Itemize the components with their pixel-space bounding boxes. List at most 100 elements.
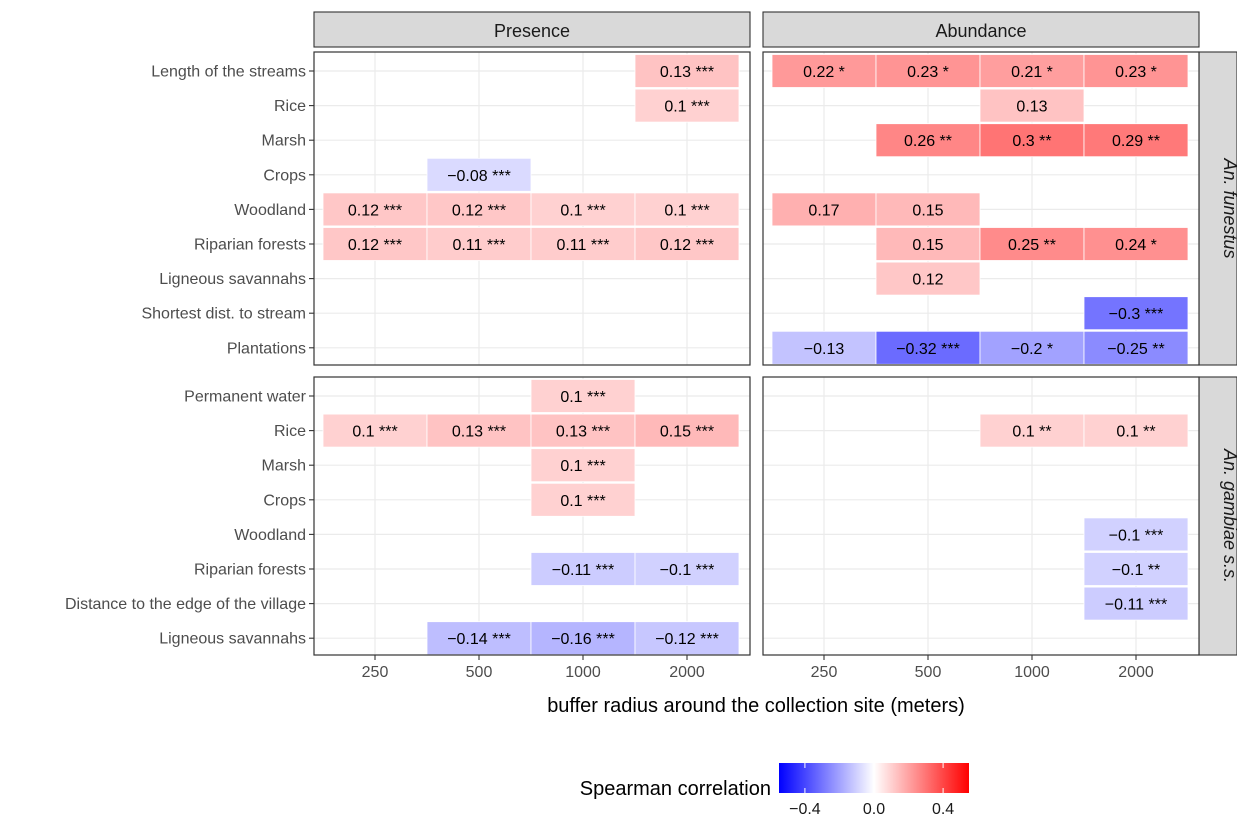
cell-value-label: −0.14 *** — [447, 631, 511, 648]
row-label-length-of-the-streams: Length of the streams — [151, 64, 306, 81]
cell-value-label: −0.3 *** — [1109, 306, 1164, 323]
cell-value-label: 0.12 *** — [348, 202, 402, 219]
row-label-marsh: Marsh — [262, 458, 306, 475]
row-strip-an-funestus — [1198, 51, 1237, 366]
cell-value-label: 0.12 *** — [348, 237, 402, 254]
heatmap-cell — [426, 413, 532, 448]
heatmap-cell — [1083, 296, 1189, 331]
heatmap-cell — [634, 621, 740, 656]
cell-value-label: −0.1 *** — [660, 562, 715, 579]
heatmap-cell — [530, 192, 636, 227]
legend-title: Spearman correlation — [580, 778, 771, 800]
heatmap-cell — [1083, 552, 1189, 586]
heatmap-cell — [530, 482, 636, 517]
cell-value-label: 0.25 ** — [1008, 237, 1056, 254]
cell-value-label: 0.1 ** — [1116, 424, 1155, 441]
panel-an-funestus-abundance: 0.22 * 0.23 * 0.21 * 0.23 * 0.13 0.26 ** 0.3 *… — [762, 51, 1200, 366]
row-strip-label: An. funestus — [1220, 157, 1237, 258]
row-label-rice: Rice — [274, 98, 306, 115]
cell-value-label: −0.16 *** — [551, 631, 615, 648]
heatmap-cell — [979, 88, 1085, 123]
cell-value-label: 0.11 *** — [556, 237, 609, 254]
heatmap-cell — [634, 192, 740, 227]
heatmap-cell — [530, 227, 636, 261]
heatmap-cell — [979, 54, 1085, 88]
legend-tick-label: −0.4 — [789, 801, 821, 818]
panel-an-funestus-presence: 0.13 *** 0.1 *** −0.08 *** 0.12 *** 0.12 ***… — [141, 51, 751, 366]
heatmap-cell — [875, 330, 981, 365]
panel-an-gambiae-s-s-presence: 0.1 *** 0.1 *** 0.13 *** 0.13 *** 0.15 *** 0.… — [65, 376, 751, 681]
cell-value-label: 0.13 *** — [660, 64, 714, 81]
cell-value-label: −0.32 *** — [896, 341, 960, 358]
x-tick-label: 250 — [362, 664, 389, 681]
panel-an-gambiae-s-s-abundance: 0.1 ** 0.1 ** −0.1 *** −0.1 ** −0.11 *** 250 5… — [762, 376, 1200, 681]
panel-border — [762, 51, 1200, 366]
panels-layer: Presence Abundance An. funestus An. gambiae… — [65, 11, 1237, 681]
x-tick-label: 1000 — [1014, 664, 1050, 681]
x-tick-label: 2000 — [669, 664, 705, 681]
heatmap-cell — [1083, 517, 1189, 552]
legend-tick-label: 0.4 — [932, 801, 954, 818]
heatmap-cell — [530, 379, 636, 413]
row-label-riparian-forests: Riparian forests — [194, 237, 306, 254]
panel-border — [313, 376, 751, 656]
cell-value-label: 0.22 * — [803, 64, 845, 81]
row-label-woodland: Woodland — [234, 527, 306, 544]
panel-border — [313, 51, 751, 366]
cell-value-label: −0.08 *** — [447, 168, 511, 185]
cell-value-label: 0.13 *** — [452, 424, 506, 441]
cell-value-label: 0.1 *** — [664, 202, 709, 219]
heatmap-cell — [1083, 586, 1189, 621]
heatmap-cell — [771, 192, 877, 227]
cell-value-label: −0.1 ** — [1112, 562, 1160, 579]
cell-value-label: 0.1 *** — [560, 202, 605, 219]
cell-value-label: 0.23 * — [1115, 64, 1157, 81]
legend-ticks: −0.4 0.0 0.4 — [789, 763, 954, 818]
cell-value-label: 0.1 *** — [560, 458, 605, 475]
cell-value-label: −0.12 *** — [655, 631, 719, 648]
cell-value-label: −0.11 *** — [552, 562, 614, 579]
cell-value-label: −0.1 *** — [1109, 527, 1164, 544]
heatmap-cell — [634, 54, 740, 88]
row-label-ligneous-savannahs: Ligneous savannahs — [159, 271, 306, 288]
cell-value-label: 0.11 *** — [452, 237, 505, 254]
heatmap-cell — [771, 330, 877, 365]
heatmap-cell — [979, 413, 1085, 448]
panel-border — [762, 376, 1200, 656]
heatmap-cell — [979, 227, 1085, 261]
cell-value-label: 0.23 * — [907, 64, 949, 81]
column-strip-label: Abundance — [935, 21, 1026, 41]
row-label-marsh: Marsh — [262, 133, 306, 150]
cell-value-label: 0.15 — [912, 237, 943, 254]
row-label-crops: Crops — [263, 492, 306, 509]
cell-value-label: 0.1 *** — [352, 424, 397, 441]
cell-value-label: 0.3 ** — [1012, 133, 1051, 150]
x-axis-title: buffer radius around the collection site… — [547, 695, 965, 717]
row-label-crops: Crops — [263, 167, 306, 184]
heatmap-cell — [426, 227, 532, 261]
cell-value-label: 0.29 ** — [1112, 133, 1160, 150]
row-label-plantations: Plantations — [227, 340, 306, 357]
cell-value-label: 0.1 *** — [560, 493, 605, 510]
heatmap-cell — [426, 157, 532, 192]
row-label-distance-to-the-edge-of-the-village: Distance to the edge of the village — [65, 596, 306, 613]
x-tick-label: 250 — [811, 664, 838, 681]
heatmap-cell — [1083, 330, 1189, 365]
cell-value-label: 0.12 *** — [452, 202, 506, 219]
heatmap-cell — [875, 261, 981, 296]
heatmap-cell — [634, 552, 740, 586]
heatmap-cell — [875, 192, 981, 227]
legend: Spearman correlation −0.4 0.0 0.4 — [580, 763, 969, 818]
heatmap-cell — [771, 54, 877, 88]
heatmap-cell — [979, 123, 1085, 158]
row-strip-an-gambiae-s-s — [1198, 376, 1237, 656]
heatmap-cell — [322, 227, 428, 261]
x-tick-label: 500 — [466, 664, 493, 681]
heatmap-cell — [1083, 123, 1189, 158]
cell-value-label: 0.12 — [912, 272, 943, 289]
legend-tick-label: 0.0 — [863, 801, 885, 818]
heatmap-cell — [530, 552, 636, 586]
row-label-woodland: Woodland — [234, 202, 306, 219]
x-tick-label: 2000 — [1118, 664, 1154, 681]
